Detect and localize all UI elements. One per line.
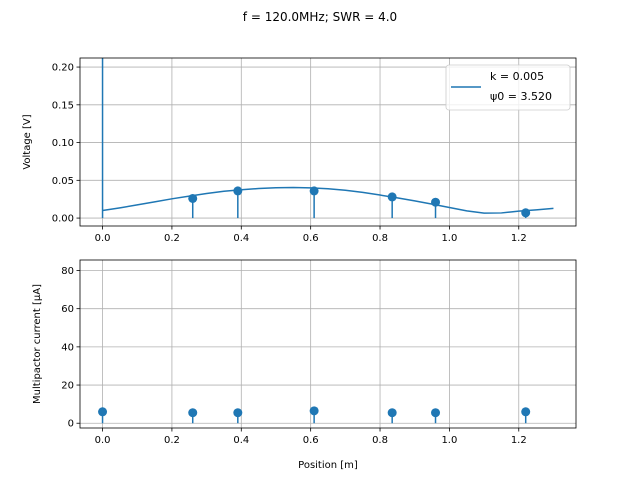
voltage-stem-marker-4 bbox=[431, 197, 441, 207]
voltage-xtick-label-2: 0.4 bbox=[233, 233, 249, 244]
current-ytick-label-2: 40 bbox=[61, 342, 74, 353]
current-stem-marker-1 bbox=[188, 408, 198, 418]
voltage-y-axis-label: Voltage [V] bbox=[22, 114, 33, 169]
current-xtick-label-4: 0.8 bbox=[372, 435, 388, 446]
voltage-ytick-label-3: 0.15 bbox=[52, 100, 74, 111]
voltage-xtick-label-5: 1.0 bbox=[441, 233, 457, 244]
current-stem-marker-3 bbox=[309, 406, 319, 416]
current-xtick-label-5: 1.0 bbox=[441, 435, 457, 446]
voltage-xtick-label-1: 0.2 bbox=[164, 233, 180, 244]
current-ytick-label-1: 20 bbox=[61, 381, 74, 392]
current-stem-marker-6 bbox=[521, 407, 531, 417]
current-stem-marker-5 bbox=[431, 408, 441, 418]
voltage-xtick-label-6: 1.2 bbox=[511, 233, 527, 244]
figure-title: f = 120.0MHz; SWR = 4.0 bbox=[243, 10, 397, 24]
current-xtick-label-6: 1.2 bbox=[511, 435, 527, 446]
voltage-xtick-label-4: 0.8 bbox=[372, 233, 388, 244]
current-xtick-label-2: 0.4 bbox=[233, 435, 249, 446]
current-stem-marker-2 bbox=[233, 408, 243, 418]
current-plot: 0.0 0.2 0.4 0.6 0.8 1.0 1.2 0 20 40 60 80 Multipact… bbox=[32, 259, 577, 471]
current-x-axis-label: Position [m] bbox=[298, 460, 358, 471]
legend-label-psi: ψ0 = 3.520 bbox=[490, 90, 552, 103]
current-axes-frame bbox=[79, 259, 577, 429]
voltage-stem-marker-0 bbox=[188, 193, 198, 203]
current-xtick-label-3: 0.6 bbox=[303, 435, 319, 446]
voltage-ytick-label-1: 0.05 bbox=[52, 176, 74, 187]
current-grid bbox=[80, 260, 576, 428]
voltage-xtick-label-3: 0.6 bbox=[303, 233, 319, 244]
voltage-plot: 0.0 0.2 0.4 0.6 0.8 1.0 1.2 0.00 0.05 0.10 0.15 0.2… bbox=[22, 57, 577, 244]
current-xtick-label-1: 0.2 bbox=[164, 435, 180, 446]
current-data bbox=[98, 406, 531, 424]
voltage-xtick-label-0: 0.0 bbox=[95, 233, 111, 244]
voltage-ytick-label-4: 0.20 bbox=[52, 63, 74, 74]
voltage-stem-marker-5 bbox=[521, 208, 531, 218]
voltage-stem-marker-3 bbox=[387, 192, 397, 202]
voltage-curve-line bbox=[102, 186, 554, 214]
current-y-axis-label: Multipactor current [μA] bbox=[32, 284, 43, 404]
current-ytick-label-4: 80 bbox=[61, 266, 74, 277]
current-ytick-label-3: 60 bbox=[61, 304, 74, 315]
legend-label-k: k = 0.005 bbox=[490, 70, 544, 83]
voltage-data bbox=[101, 58, 554, 219]
current-xtick-label-0: 0.0 bbox=[95, 435, 111, 446]
current-ytick-label-0: 0 bbox=[68, 419, 74, 430]
current-axes: 0.0 0.2 0.4 0.6 0.8 1.0 1.2 0 20 40 60 80 bbox=[61, 259, 577, 446]
voltage-ytick-label-0: 0.00 bbox=[52, 214, 74, 225]
legend: k = 0.005 ψ0 = 3.520 bbox=[445, 64, 571, 111]
current-stem-marker-4 bbox=[387, 408, 397, 418]
legend-box bbox=[445, 64, 571, 111]
voltage-stem-marker-1 bbox=[233, 186, 243, 196]
voltage-ytick-label-2: 0.10 bbox=[52, 138, 74, 149]
voltage-axes: 0.0 0.2 0.4 0.6 0.8 1.0 1.2 0.00 0.05 0.10 0.15 0.2… bbox=[52, 57, 577, 244]
voltage-stem-marker-2 bbox=[309, 186, 319, 196]
current-stem-marker-0 bbox=[98, 407, 108, 417]
voltage-axes-frame bbox=[79, 57, 577, 227]
